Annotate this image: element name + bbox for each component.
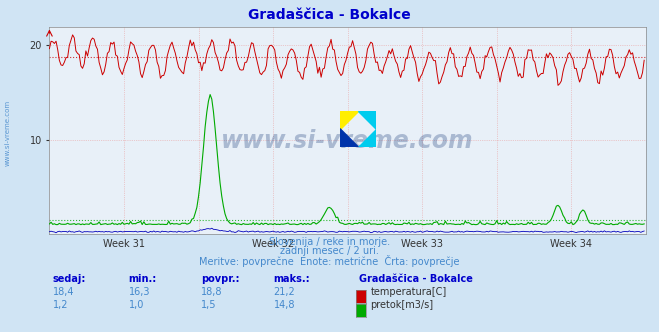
Text: 18,8: 18,8 [201, 287, 223, 297]
Text: 21,2: 21,2 [273, 287, 295, 297]
Polygon shape [340, 111, 358, 128]
Text: Gradaščica - Bokalce: Gradaščica - Bokalce [248, 8, 411, 22]
Text: min.:: min.: [129, 274, 157, 284]
Text: 1,5: 1,5 [201, 300, 217, 310]
Text: www.si-vreme.com: www.si-vreme.com [5, 100, 11, 166]
Text: zadnji mesec / 2 uri.: zadnji mesec / 2 uri. [280, 246, 379, 256]
Text: www.si-vreme.com: www.si-vreme.com [221, 129, 474, 153]
Text: 16,3: 16,3 [129, 287, 150, 297]
Text: Meritve: povprečne  Enote: metrične  Črta: povprečje: Meritve: povprečne Enote: metrične Črta:… [199, 255, 460, 267]
Text: 14,8: 14,8 [273, 300, 295, 310]
Text: 18,4: 18,4 [53, 287, 74, 297]
Text: Slovenija / reke in morje.: Slovenija / reke in morje. [269, 237, 390, 247]
Text: temperatura[C]: temperatura[C] [370, 287, 447, 297]
Polygon shape [358, 128, 376, 147]
Text: Gradaščica - Bokalce: Gradaščica - Bokalce [359, 274, 473, 284]
Text: sedaj:: sedaj: [53, 274, 86, 284]
Text: pretok[m3/s]: pretok[m3/s] [370, 300, 434, 310]
Polygon shape [358, 111, 376, 128]
Text: 1,2: 1,2 [53, 300, 69, 310]
Text: 1,0: 1,0 [129, 300, 144, 310]
Text: maks.:: maks.: [273, 274, 310, 284]
Polygon shape [340, 128, 358, 147]
Text: povpr.:: povpr.: [201, 274, 239, 284]
